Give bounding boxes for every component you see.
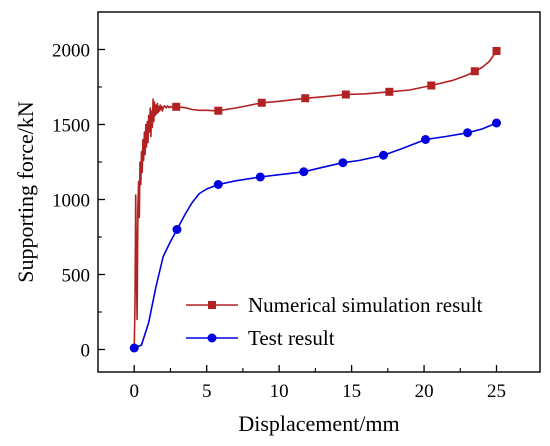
y-tick-label: 500 [62,266,91,287]
legend-marker-test [207,333,217,343]
x-tick-label: 25 [487,381,506,402]
data-point [172,225,182,234]
x-tick-label: 15 [342,381,361,402]
x-axis-title: Displacement/mm [238,411,399,436]
y-tick-label: 2000 [52,41,90,62]
data-point [470,67,479,76]
series-test [129,118,502,353]
data-point [378,150,388,160]
data-point [338,158,348,168]
x-axis: 0 5 10 15 20 25 [129,365,506,402]
legend-marker-simulation [208,301,216,309]
y-tick-label: 0 [81,341,91,362]
data-point [172,102,181,111]
y-tick-label: 1500 [52,116,90,137]
data-point [301,94,310,103]
legend-label-test: Test result [248,326,335,350]
legend-item-test: Test result [186,326,335,350]
data-point [213,180,223,189]
data-point [427,81,436,90]
data-point [299,167,309,177]
data-point [257,98,266,107]
data-point [255,172,265,182]
y-tick-label: 1000 [52,191,90,212]
series-layer [129,47,502,353]
data-point [341,90,350,99]
data-point [463,128,473,138]
data-point [214,106,223,115]
x-tick-label: 10 [270,381,289,402]
x-tick-label: 0 [129,381,139,402]
data-point [385,87,394,96]
data-point [492,47,501,55]
x-tick-label: 20 [415,381,434,402]
data-point [129,343,139,353]
series-simulation [133,47,501,350]
data-point [492,118,502,128]
y-axis-title: Supporting force/kN [13,101,38,283]
legend: Numerical simulation result Test result [186,293,483,350]
x-tick-label: 5 [202,381,212,402]
data-point [421,135,431,144]
legend-item-simulation: Numerical simulation result [186,293,483,317]
legend-label-simulation: Numerical simulation result [248,293,483,317]
plot-frame [97,11,541,373]
y-axis: 0 500 1000 1500 2000 [52,41,105,362]
